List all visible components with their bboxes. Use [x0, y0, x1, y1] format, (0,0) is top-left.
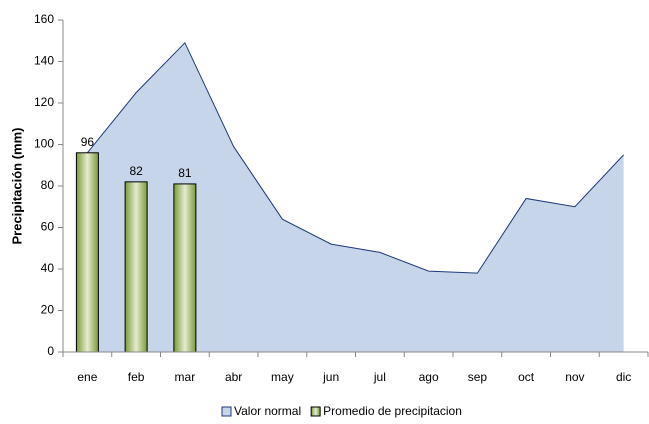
y-tick-label: 0: [47, 344, 54, 358]
y-tick-label: 100: [34, 137, 54, 151]
x-tick-label: sep: [468, 370, 488, 384]
legend-label: Valor normal: [234, 404, 301, 418]
bar: [173, 183, 197, 353]
data-label: 82: [129, 164, 143, 178]
x-tick-label: jun: [322, 370, 339, 384]
data-label: 96: [81, 135, 95, 149]
x-tick-label: feb: [128, 370, 145, 384]
y-axis-label: Precipitación (mm): [9, 127, 24, 244]
x-tick-label: ago: [419, 370, 439, 384]
y-tick-label: 20: [41, 303, 55, 317]
bar: [124, 181, 148, 353]
x-tick-label: nov: [565, 370, 584, 384]
x-tick-label: jul: [373, 370, 386, 384]
legend-label: Promedio de precipitacion: [323, 404, 462, 418]
y-tick-label: 120: [34, 95, 54, 109]
area-line: [86, 41, 624, 274]
x-tick-label: ene: [77, 370, 97, 384]
y-tick-label: 80: [41, 178, 55, 192]
area: [87, 42, 624, 352]
x-tick-label: may: [271, 370, 294, 384]
x-tick-label: mar: [175, 370, 196, 384]
x-tick-label: dic: [616, 370, 631, 384]
legend-swatch: [310, 406, 321, 417]
legend-swatch: [221, 406, 232, 417]
y-tick-label: 60: [41, 220, 55, 234]
x-tick-label: oct: [518, 370, 535, 384]
y-tick-label: 160: [34, 12, 54, 26]
data-label: 81: [178, 166, 192, 180]
y-tick-label: 140: [34, 54, 54, 68]
x-tick-label: abr: [225, 370, 242, 384]
y-tick-label: 40: [41, 261, 55, 275]
bar: [75, 152, 99, 353]
